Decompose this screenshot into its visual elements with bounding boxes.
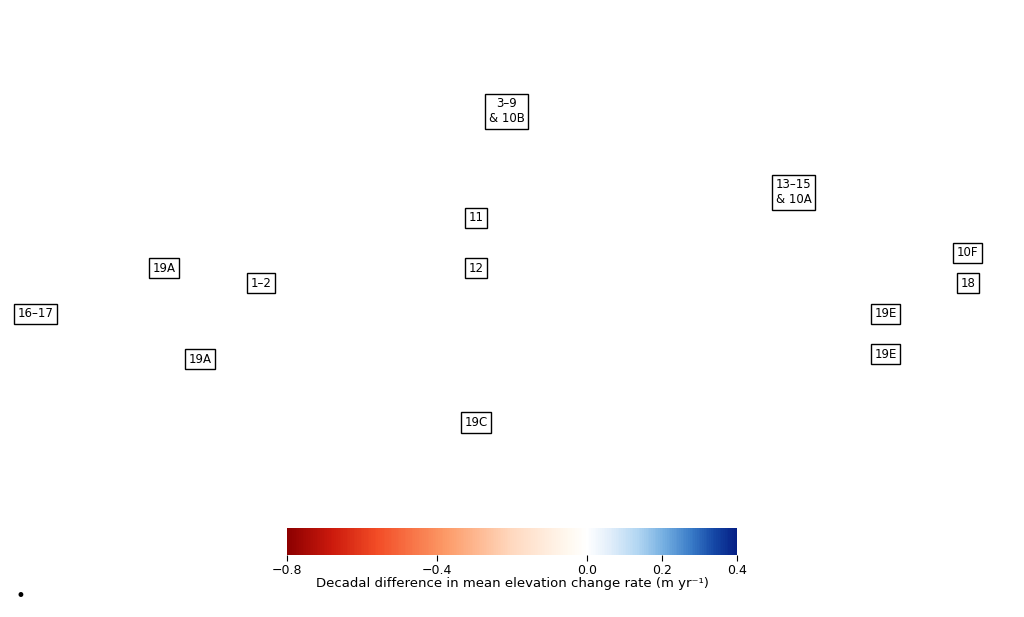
- Text: 13–15
& 10A: 13–15 & 10A: [776, 178, 811, 206]
- Text: 1–2: 1–2: [251, 277, 271, 290]
- Text: 12: 12: [469, 262, 483, 275]
- Text: 10F: 10F: [957, 246, 978, 260]
- Text: 19E: 19E: [874, 307, 897, 320]
- Text: 3–9
& 10B: 3–9 & 10B: [488, 97, 525, 125]
- Text: Decadal difference in mean elevation change rate (m yr⁻¹): Decadal difference in mean elevation cha…: [315, 577, 709, 590]
- Text: 19A: 19A: [153, 262, 175, 275]
- Text: 11: 11: [469, 211, 483, 224]
- Text: 19A: 19A: [188, 353, 211, 366]
- Text: 16–17: 16–17: [17, 307, 54, 320]
- Text: •: •: [15, 587, 26, 605]
- Text: 19C: 19C: [465, 416, 487, 429]
- Text: 19E: 19E: [874, 347, 897, 361]
- Text: 18: 18: [961, 277, 975, 290]
